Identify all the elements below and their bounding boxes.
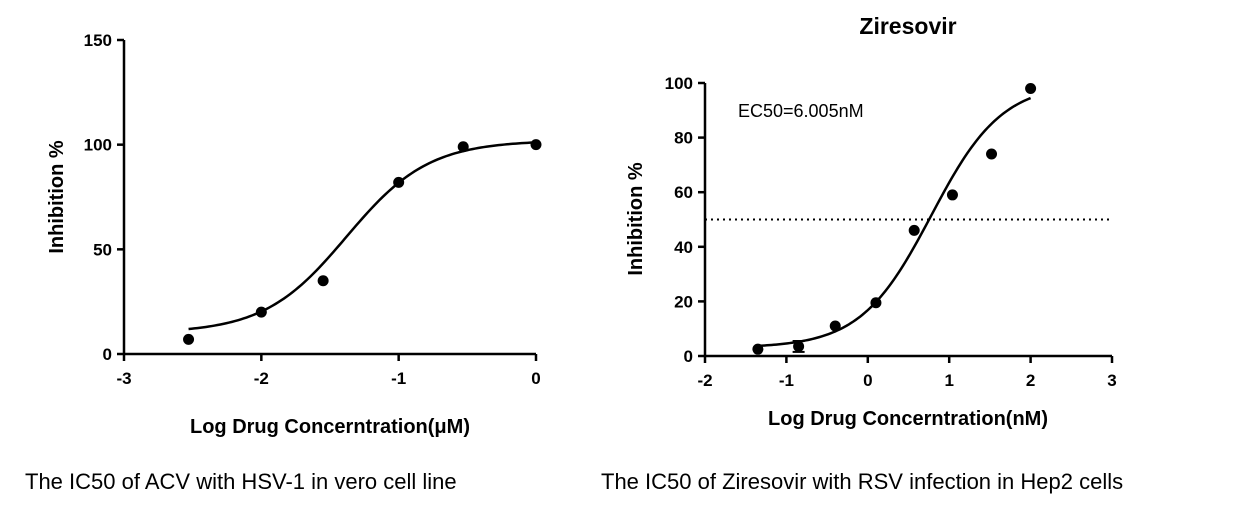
data-point [255, 306, 267, 318]
data-point [1025, 82, 1037, 94]
y-tick-label: 50 [93, 240, 112, 259]
y-tick-label: 60 [674, 183, 693, 202]
data-point [183, 333, 195, 345]
data-point [752, 343, 764, 355]
chart-ziresovir-caption: The IC50 of Ziresovir with RSV infection… [601, 469, 1124, 494]
chart-acv: 0 50 100 150 -3 -2 -1 0 Inhibition % Log Drug … [46, 31, 542, 438]
y-tick-label: 0 [103, 345, 112, 364]
data-point [986, 148, 998, 160]
data-point [457, 141, 469, 153]
y-tick-label: 40 [674, 238, 693, 257]
chart-ziresovir-annotation: EC50=6.005nM [738, 101, 864, 121]
chart-acv-x-ticks: -3 -2 -1 0 [116, 354, 541, 388]
x-tick-label: 2 [1026, 371, 1035, 390]
x-tick-label: -3 [116, 369, 131, 388]
chart-acv-ylabel: Inhibition % [46, 140, 68, 254]
y-tick-label: 0 [684, 347, 693, 366]
chart-ziresovir-title: Ziresovir [859, 13, 956, 39]
y-tick-label: 20 [674, 292, 693, 311]
x-tick-label: -2 [697, 371, 712, 390]
x-tick-label: 3 [1107, 371, 1116, 390]
y-tick-label: 150 [84, 31, 112, 50]
data-point [946, 189, 958, 201]
data-point [393, 176, 405, 188]
x-tick-label: 1 [944, 371, 953, 390]
x-tick-label: 0 [531, 369, 540, 388]
chart-ziresovir-y-ticks: 0 20 40 60 80 100 [665, 74, 705, 366]
y-tick-label: 80 [674, 129, 693, 148]
chart-ziresovir-xlabel: Log Drug Concerntration(nM) [768, 408, 1048, 430]
chart-acv-fit-curve [188, 141, 537, 331]
data-point [908, 224, 920, 236]
data-point [317, 275, 329, 287]
chart-ziresovir-fit-curve [757, 96, 1032, 348]
data-point [530, 139, 542, 151]
y-tick-label: 100 [84, 136, 112, 155]
data-point [829, 320, 841, 332]
x-tick-label: 0 [863, 371, 872, 390]
data-point [870, 297, 882, 309]
chart-ziresovir-ylabel: Inhibition % [625, 162, 647, 276]
chart-ziresovir-x-ticks: -2 -1 0 1 2 3 [697, 356, 1117, 390]
data-point [793, 340, 805, 352]
x-tick-label: -1 [391, 369, 406, 388]
chart-acv-points [183, 139, 542, 345]
chart-ziresovir-points [752, 82, 1037, 355]
chart-acv-xlabel: Log Drug Concerntration(μM) [190, 416, 470, 438]
chart-ziresovir: Ziresovir 0 20 40 60 80 100 -2 -1 0 1 2 3 EC50=6.0… [625, 13, 1117, 430]
chart-acv-caption: The IC50 of ACV with HSV-1 in vero cell … [25, 469, 457, 494]
y-tick-label: 100 [665, 74, 693, 93]
chart-acv-y-ticks: 0 50 100 150 [84, 31, 124, 364]
x-tick-label: -2 [254, 369, 269, 388]
x-tick-label: -1 [779, 371, 794, 390]
